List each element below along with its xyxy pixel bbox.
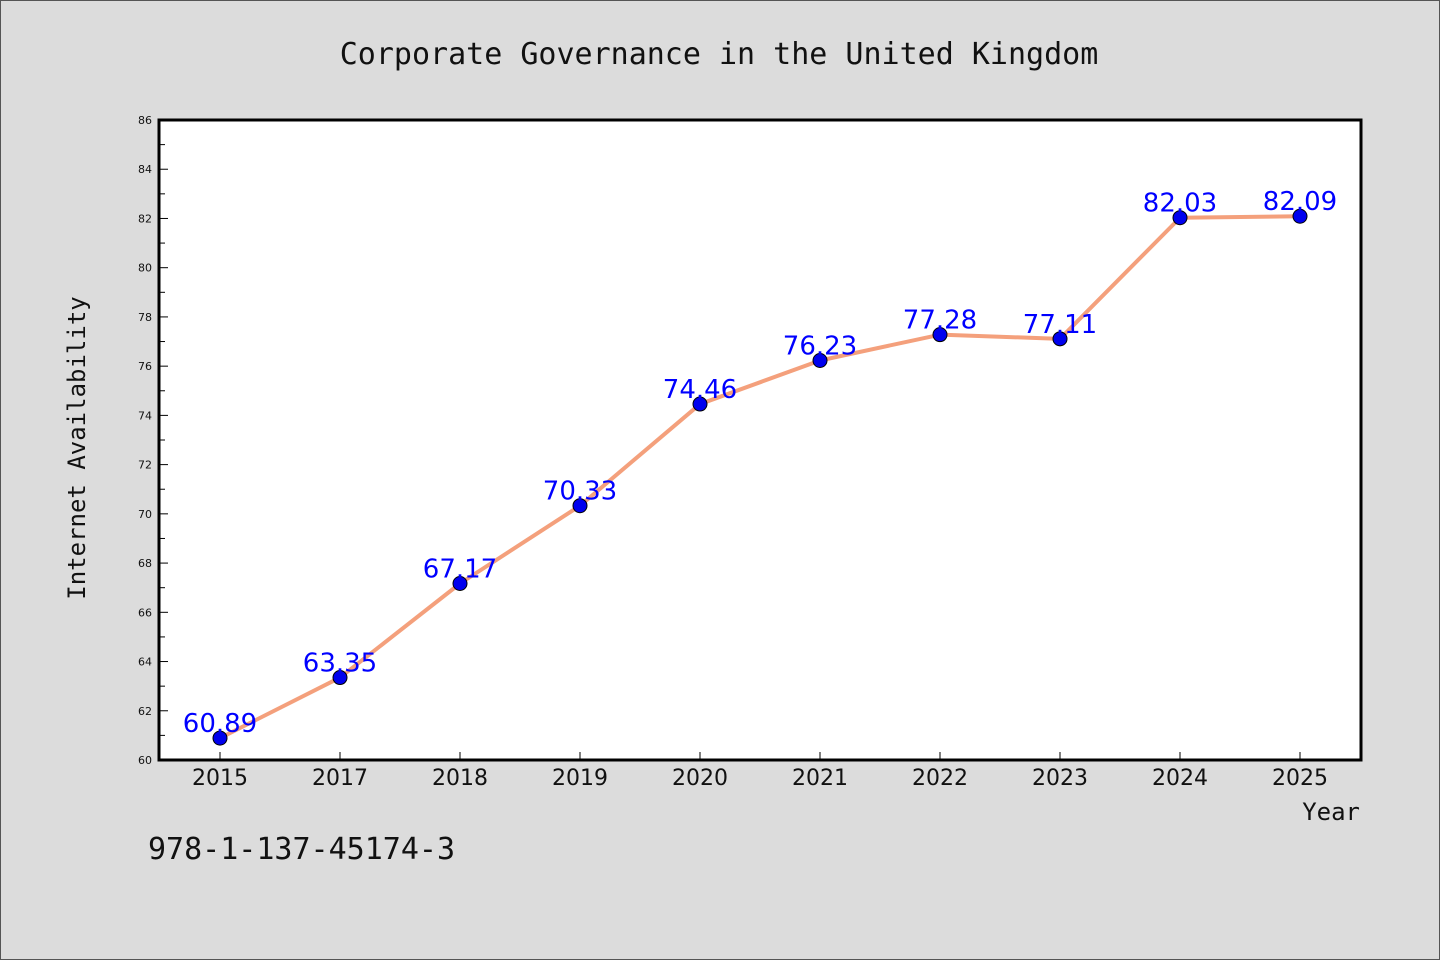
y-tick-label: 84 [138,163,152,176]
data-point-marker [1292,208,1308,224]
x-tick-label: 2018 [432,766,488,791]
x-tick-label: 2019 [552,766,608,791]
x-tick-label: 2020 [672,766,728,791]
data-label: 74.46 [663,375,737,405]
isbn-text: 978-1-137-45174-3 [148,832,456,867]
x-axis-label: Year [1302,798,1360,826]
y-tick-label: 78 [138,311,152,324]
data-point-marker [1172,210,1188,226]
y-axis: 60 62 64 66 68 70 72 74 76 78 80 82 84 86 [138,114,168,767]
data-point-marker [932,327,948,343]
data-point-marker [572,498,588,514]
data-point-marker [692,396,708,412]
plot-area [157,118,1363,762]
y-tick-label: 76 [138,360,152,373]
data-label: 67.17 [423,555,497,585]
y-tick-label: 62 [138,705,152,718]
x-tick-label: 2023 [1032,766,1088,791]
y-tick-label: 80 [138,262,152,275]
data-label: 70.33 [543,477,617,507]
data-point-marker [212,730,228,746]
chart-title: Corporate Governance in the United Kingd… [340,37,1099,72]
data-label-group: 60.89 63.35 67.17 70.33 74.46 76.23 77.28 77.11… [183,187,1337,739]
y-tick-label: 60 [138,754,152,767]
x-tick-label: 2021 [792,766,848,791]
data-label: 63.35 [303,649,377,679]
data-label: 82.03 [1143,189,1217,219]
y-tick-label: 74 [138,409,152,422]
data-label: 60.89 [183,709,257,739]
y-tick-label: 72 [138,459,152,472]
y-tick-label: 68 [138,557,152,570]
data-point-marker [812,352,828,368]
data-point-marker [332,670,348,686]
data-point-marker [1052,331,1068,347]
data-point-marker [452,576,468,592]
x-tick-label: 2025 [1272,766,1328,791]
x-axis: 2015 2017 2018 2019 2020 2021 2022 2023 2024 2025 [192,752,1328,791]
x-tick-label: 2017 [312,766,368,791]
y-tick-label: 66 [138,606,152,619]
series-line-group [212,208,1308,746]
y-tick-label: 86 [138,114,152,127]
data-label: 77.11 [1023,310,1097,340]
series-line [218,214,1302,741]
y-tick-label: 82 [138,212,152,225]
x-tick-label: 2015 [192,766,248,791]
y-tick-label: 64 [138,656,152,669]
data-label: 77.28 [903,306,977,336]
x-tick-label: 2022 [912,766,968,791]
x-tick-label: 2024 [1152,766,1208,791]
y-tick-label: 70 [138,508,152,521]
data-label: 76.23 [783,331,857,361]
y-axis-label: Internet Availability [63,296,91,599]
data-label: 82.09 [1263,187,1337,217]
